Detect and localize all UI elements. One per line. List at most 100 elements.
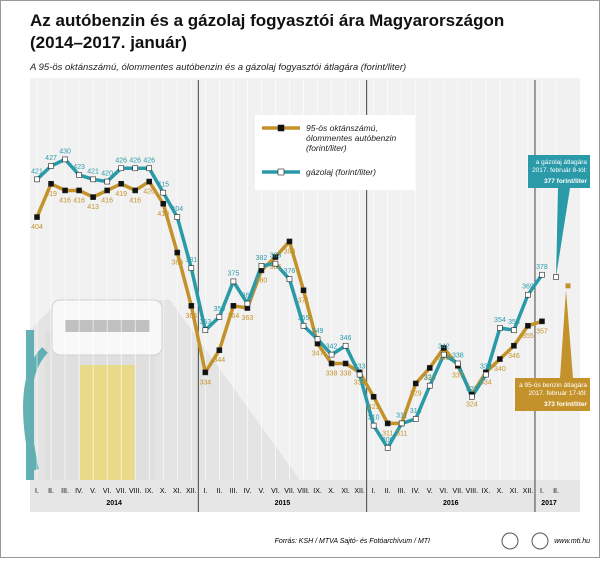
data-label: 337: [452, 373, 464, 380]
data-label: 340: [494, 366, 506, 373]
point-marker: [539, 318, 545, 325]
data-label: 338: [340, 371, 352, 378]
point-marker: [412, 416, 419, 422]
point-marker: [230, 303, 237, 309]
x-tick-label: XII.: [186, 488, 197, 495]
legend: 95-ös oktánszámú,ólommentes autóbenzin(f…: [255, 115, 415, 190]
data-label: 416: [129, 197, 141, 204]
point-marker: [62, 187, 68, 194]
data-label: 345: [438, 355, 450, 362]
point-marker: [497, 356, 503, 362]
x-tick-label: V.: [90, 488, 96, 495]
point-marker: [469, 393, 475, 400]
data-label: 381: [185, 257, 197, 264]
data-label: 415: [157, 182, 169, 189]
point-marker: [440, 345, 447, 351]
x-tick-label: XII.: [523, 488, 534, 495]
point-marker: [286, 238, 293, 245]
point-marker: [202, 327, 209, 334]
data-label: 354: [494, 317, 506, 324]
point-marker: [300, 287, 307, 294]
x-tick-label: VIII.: [297, 488, 310, 495]
point-marker: [328, 360, 335, 367]
data-label: 342: [438, 344, 450, 351]
data-label: 393: [284, 248, 296, 255]
point-marker: [511, 342, 517, 349]
point-marker: [511, 327, 517, 334]
x-tick-label: II.: [216, 488, 222, 495]
data-label: 349: [312, 328, 324, 335]
legend-marker: [277, 168, 285, 176]
annotation-box: [515, 378, 590, 411]
data-label: 334: [354, 379, 366, 386]
year-label: 2017: [541, 500, 557, 507]
point-marker: [160, 200, 167, 207]
data-label: 342: [326, 344, 338, 351]
point-marker: [146, 165, 153, 172]
data-label: 404: [171, 206, 183, 213]
data-label: 313: [410, 408, 422, 415]
annotation-pointer: [560, 289, 573, 378]
data-label: 382: [256, 255, 268, 262]
point-marker: [525, 322, 531, 329]
x-tick-label: II.: [553, 488, 559, 495]
data-label: 300: [382, 437, 394, 444]
data-label: 347: [312, 351, 324, 358]
data-label: 416: [73, 197, 85, 204]
x-tick-label: III.: [398, 488, 406, 495]
point-marker: [342, 342, 349, 349]
point-marker: [384, 420, 391, 427]
point-marker: [328, 351, 335, 358]
x-tick-label: III.: [61, 488, 69, 495]
point-marker: [398, 420, 405, 427]
data-label: 420: [101, 171, 113, 178]
data-label: 311: [382, 430, 393, 437]
data-label: 338: [326, 371, 338, 378]
x-tick-label: V.: [427, 488, 433, 495]
point-marker: [34, 176, 40, 183]
x-tick-label: XI.: [341, 488, 350, 495]
year-label: 2016: [443, 500, 459, 507]
point-marker: [244, 300, 251, 307]
point-marker: [62, 156, 68, 163]
point-marker: [90, 194, 96, 200]
point-marker: [132, 187, 138, 194]
chart-title: (2014–2017. január): [30, 33, 187, 52]
data-label: 426: [129, 157, 141, 164]
data-label: 419: [45, 191, 57, 198]
point-marker: [174, 214, 181, 220]
data-label: 369: [522, 284, 534, 291]
logos: [501, 532, 549, 550]
data-label: 416: [59, 197, 71, 204]
data-label: 413: [87, 204, 99, 211]
data-label: 386: [270, 264, 282, 271]
data-label: 338: [452, 353, 464, 360]
point-marker: [426, 382, 433, 389]
point-marker: [483, 371, 489, 378]
point-marker: [539, 271, 545, 278]
pump-illustration: [23, 299, 300, 480]
year-label: 2015: [275, 500, 291, 507]
data-label: 344: [214, 357, 226, 364]
data-label: 363: [242, 315, 254, 322]
point-marker: [48, 163, 54, 169]
point-marker: [216, 314, 223, 320]
point-marker: [118, 180, 124, 187]
point-marker: [104, 187, 110, 194]
x-tick-label: VII.: [116, 488, 127, 495]
data-label: 329: [410, 390, 422, 397]
data-label: 359: [214, 306, 226, 313]
axis-band: [30, 480, 580, 512]
data-label: 426: [143, 157, 155, 164]
annotation-text: a gázolaj átlagára: [536, 159, 588, 166]
point-marker: [286, 276, 293, 282]
data-label: 355: [522, 333, 534, 340]
annotation-pointer: [556, 188, 570, 277]
data-label: 419: [115, 191, 127, 198]
point-marker: [104, 178, 110, 185]
x-tick-label: X.: [497, 488, 504, 495]
point-marker: [300, 322, 307, 329]
point-marker: [90, 176, 96, 183]
x-tick-label: VIII.: [466, 488, 479, 495]
data-label: 346: [340, 335, 352, 342]
